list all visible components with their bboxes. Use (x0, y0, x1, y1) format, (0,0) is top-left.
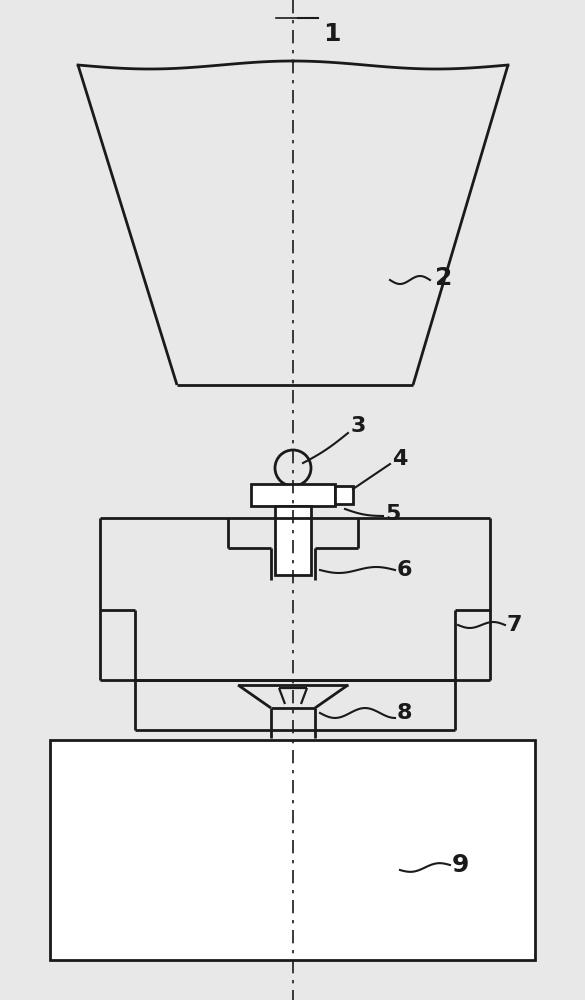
Text: 1: 1 (323, 22, 340, 46)
Polygon shape (50, 740, 535, 960)
Polygon shape (275, 506, 311, 575)
Text: 6: 6 (397, 560, 412, 580)
Polygon shape (251, 484, 335, 506)
Text: 3: 3 (351, 416, 366, 436)
Text: 5: 5 (385, 504, 400, 524)
Text: 9: 9 (452, 853, 469, 877)
Text: 4: 4 (392, 449, 407, 469)
Text: 2: 2 (435, 266, 452, 290)
Text: 7: 7 (507, 615, 522, 635)
Polygon shape (335, 486, 353, 504)
Text: 8: 8 (397, 703, 412, 723)
